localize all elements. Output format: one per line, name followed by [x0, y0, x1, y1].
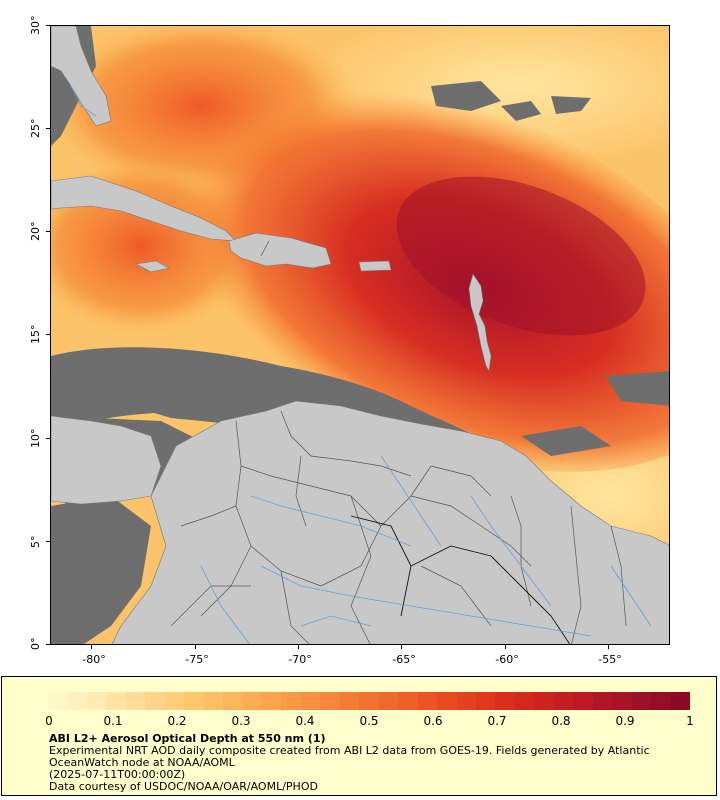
- colorbar-label: 0.4: [295, 714, 315, 728]
- lat-tick: [46, 541, 50, 542]
- lat-tick: [46, 231, 50, 232]
- legend-panel: 0 0.1 0.2 0.3 0.4 0.5 0.6 0.7 0.8 0.9 1 …: [1, 676, 717, 796]
- legend-description: Experimental NRT AOD daily composite cre…: [49, 744, 650, 769]
- lat-label: 5°: [29, 535, 42, 549]
- lon-tick: [195, 645, 196, 649]
- yucatan-central-america: [51, 415, 162, 505]
- lat-tick: [46, 25, 50, 26]
- lon-label: -55°: [598, 653, 622, 666]
- lon-tick: [298, 645, 299, 649]
- lat-label: 10°: [29, 428, 42, 449]
- jamaica: [135, 260, 170, 273]
- rivers: [70, 85, 652, 644]
- colorbar-label: 0.9: [615, 714, 635, 728]
- legend-text: ABI L2+ Aerosol Optical Depth at 550 nm …: [49, 733, 709, 793]
- lon-tick: [91, 645, 92, 649]
- lon-tick: [608, 645, 609, 649]
- aod-map: [50, 25, 670, 645]
- lon-label: -60°: [495, 653, 519, 666]
- lon-label: -75°: [185, 653, 209, 666]
- hispaniola: [228, 232, 332, 269]
- colorbar-label: 0: [45, 714, 53, 728]
- lesser-antilles: [468, 273, 492, 372]
- dust-plume-core: [396, 176, 646, 336]
- lat-tick: [46, 644, 50, 645]
- legend-timestamp: (2025-07-11T00:00:00Z): [49, 768, 186, 781]
- lon-tick: [401, 645, 402, 649]
- lat-label: 30°: [29, 15, 42, 36]
- lat-label: 0°: [29, 637, 42, 651]
- florida: [51, 26, 112, 127]
- lat-label: 25°: [29, 118, 42, 139]
- lat-tick: [46, 438, 50, 439]
- colorbar-label: 0.6: [423, 714, 443, 728]
- lat-tick: [46, 128, 50, 129]
- lat-label: 15°: [29, 324, 42, 345]
- puerto-rico: [358, 260, 392, 272]
- land-masses: [51, 26, 669, 644]
- lon-tick: [505, 645, 506, 649]
- colorbar-label: 0.2: [167, 714, 187, 728]
- colorbar-label: 0.3: [231, 714, 251, 728]
- legend-credit: Data courtesy of USDOC/NOAA/OAR/AOML/PHO…: [49, 780, 318, 793]
- south-america: [111, 400, 669, 644]
- colorbar-label: 0.5: [359, 714, 379, 728]
- colorbar-label: 0.1: [103, 714, 123, 728]
- colorbar: [48, 692, 690, 710]
- lat-label: 20°: [29, 221, 42, 242]
- colorbar-label: 0.8: [551, 714, 571, 728]
- lon-label: -70°: [288, 653, 312, 666]
- lat-tick: [46, 334, 50, 335]
- legend-title: ABI L2+ Aerosol Optical Depth at 550 nm …: [49, 732, 326, 745]
- lon-label: -80°: [82, 653, 106, 666]
- cuba: [51, 175, 237, 242]
- map-canvas: [51, 26, 669, 644]
- colorbar-label: 1: [686, 714, 694, 728]
- lon-label: -65°: [392, 653, 416, 666]
- colorbar-label: 0.7: [487, 714, 507, 728]
